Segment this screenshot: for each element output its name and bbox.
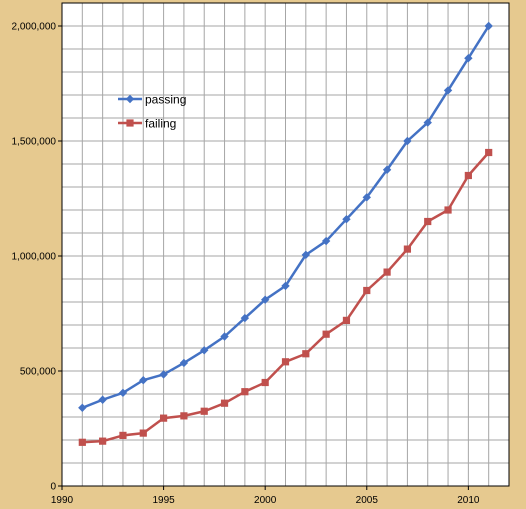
x-tick-label: 1995 — [152, 495, 175, 506]
data-point-failing — [464, 171, 472, 180]
data-point-failing — [444, 206, 452, 214]
data-point-failing — [119, 431, 127, 439]
series-passing — [78, 21, 493, 412]
data-point-passing — [98, 395, 107, 404]
data-point-failing — [159, 414, 168, 422]
data-point-failing — [261, 378, 269, 387]
data-point-failing — [99, 437, 107, 445]
data-point-failing — [302, 350, 310, 358]
data-point-failing — [485, 148, 493, 157]
data-point-passing — [281, 281, 290, 291]
data-point-failing — [180, 412, 188, 420]
y-tick-label: 0 — [50, 482, 56, 493]
data-point-failing — [139, 429, 147, 437]
data-point-failing — [363, 286, 371, 295]
data-point-failing — [200, 407, 208, 415]
data-point-passing — [179, 358, 189, 368]
data-point-passing — [321, 236, 331, 246]
data-point-passing — [464, 54, 473, 63]
data-point-passing — [200, 346, 209, 355]
y-tick-label: 500,000 — [20, 367, 57, 378]
data-point-passing — [118, 388, 128, 398]
data-point-passing — [484, 21, 493, 31]
y-tick-label: 1,000,000 — [12, 252, 57, 263]
data-point-failing — [322, 330, 330, 338]
data-point-failing — [383, 268, 391, 276]
data-point-passing — [403, 136, 412, 146]
data-point-passing — [139, 376, 148, 385]
data-point-failing — [403, 245, 412, 253]
data-point-failing — [78, 438, 86, 446]
data-point-failing — [220, 399, 229, 407]
data-point-passing — [260, 295, 270, 304]
legend-swatch-marker — [126, 119, 134, 127]
data-point-failing — [241, 388, 249, 396]
x-tick-label: 2010 — [457, 495, 480, 506]
x-tick-label: 2005 — [356, 495, 379, 506]
data-point-failing — [281, 358, 290, 366]
data-point-passing — [78, 403, 87, 412]
y-tick-label: 2,000,000 — [12, 22, 57, 33]
data-point-failing — [424, 217, 432, 226]
legend-swatch-marker — [125, 94, 135, 104]
x-tick-label: 2000 — [254, 495, 277, 506]
legend-label: failing — [145, 117, 176, 131]
series-group — [78, 21, 493, 446]
x-tick-label: 1990 — [51, 495, 74, 506]
data-point-passing — [301, 250, 311, 260]
data-point-passing — [220, 332, 229, 341]
data-point-failing — [342, 316, 351, 324]
data-point-passing — [342, 215, 351, 224]
data-point-passing — [423, 118, 432, 127]
data-point-passing — [362, 193, 371, 202]
data-point-passing — [159, 370, 168, 379]
plot-frame — [61, 2, 510, 487]
legend: passing failing — [118, 93, 186, 131]
legend-item-failing: failing — [118, 117, 176, 131]
legend-label: passing — [145, 93, 186, 107]
data-point-passing — [240, 313, 250, 323]
data-point-passing — [443, 86, 453, 95]
axis-ticks: 0 500,000 1,000,000 1,500,000 2,000,000 1990 1… — [12, 22, 480, 507]
legend-item-passing: passing — [118, 93, 186, 107]
series-failing — [78, 148, 493, 446]
data-point-passing — [382, 165, 392, 174]
y-tick-label: 1,500,000 — [12, 137, 57, 148]
grid-lines — [61, 2, 510, 487]
